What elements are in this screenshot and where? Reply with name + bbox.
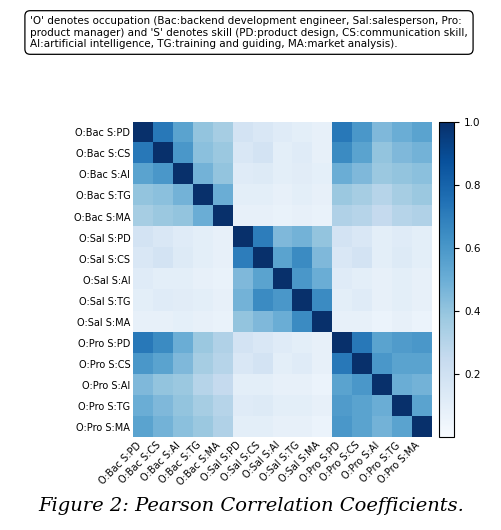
Text: Figure 2: Pearson Correlation Coefficients.: Figure 2: Pearson Correlation Coefficien… bbox=[38, 497, 463, 515]
Text: 'O' denotes occupation (Bac:backend development engineer, Sal:salesperson, Pro:
: 'O' denotes occupation (Bac:backend deve… bbox=[30, 16, 467, 49]
